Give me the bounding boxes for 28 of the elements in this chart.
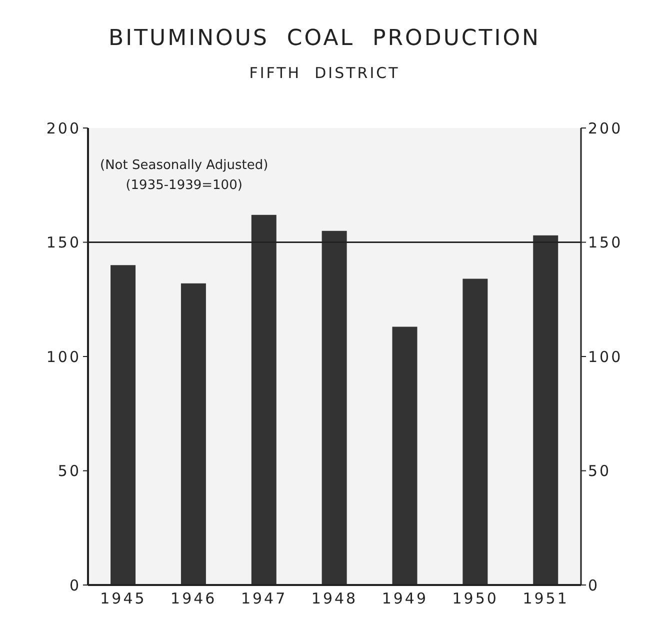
bar: [110, 265, 136, 585]
bar: [251, 214, 276, 585]
x-tick-label: 1945: [100, 590, 146, 608]
chart-title: BITUMINOUS COAL PRODUCTION: [108, 26, 542, 51]
bar: [180, 283, 206, 585]
y-tick-label: 150: [46, 234, 81, 252]
y2-tick-label: 150: [588, 234, 623, 252]
chart-subtitle: FIFTH DISTRICT: [248, 64, 401, 82]
x-tick-label: 1949: [382, 590, 428, 608]
y2-tick-label: 0: [588, 576, 600, 594]
bar: [392, 326, 418, 585]
x-tick-label: 1948: [311, 590, 358, 608]
y2-tick-label: 200: [588, 119, 623, 138]
annotation: (1935-1939=100): [124, 177, 244, 195]
x-tick-label: 1946: [170, 590, 217, 608]
y-tick-label: 50: [58, 462, 81, 480]
annotation: (Not Seasonally Adjusted): [100, 157, 268, 175]
y-tick-label: 0: [69, 576, 81, 594]
bar: [533, 235, 558, 585]
y2-tick-label: 50: [588, 462, 612, 480]
bar: [462, 278, 488, 585]
y-tick-label: 200: [46, 119, 81, 138]
y-tick-label: 100: [46, 348, 81, 366]
y2-tick-label: 100: [588, 348, 623, 366]
x-tick-label: 1947: [240, 590, 288, 608]
bar: [322, 230, 347, 585]
x-tick-label: 1950: [452, 590, 498, 608]
x-tick-label: 1951: [522, 590, 569, 608]
